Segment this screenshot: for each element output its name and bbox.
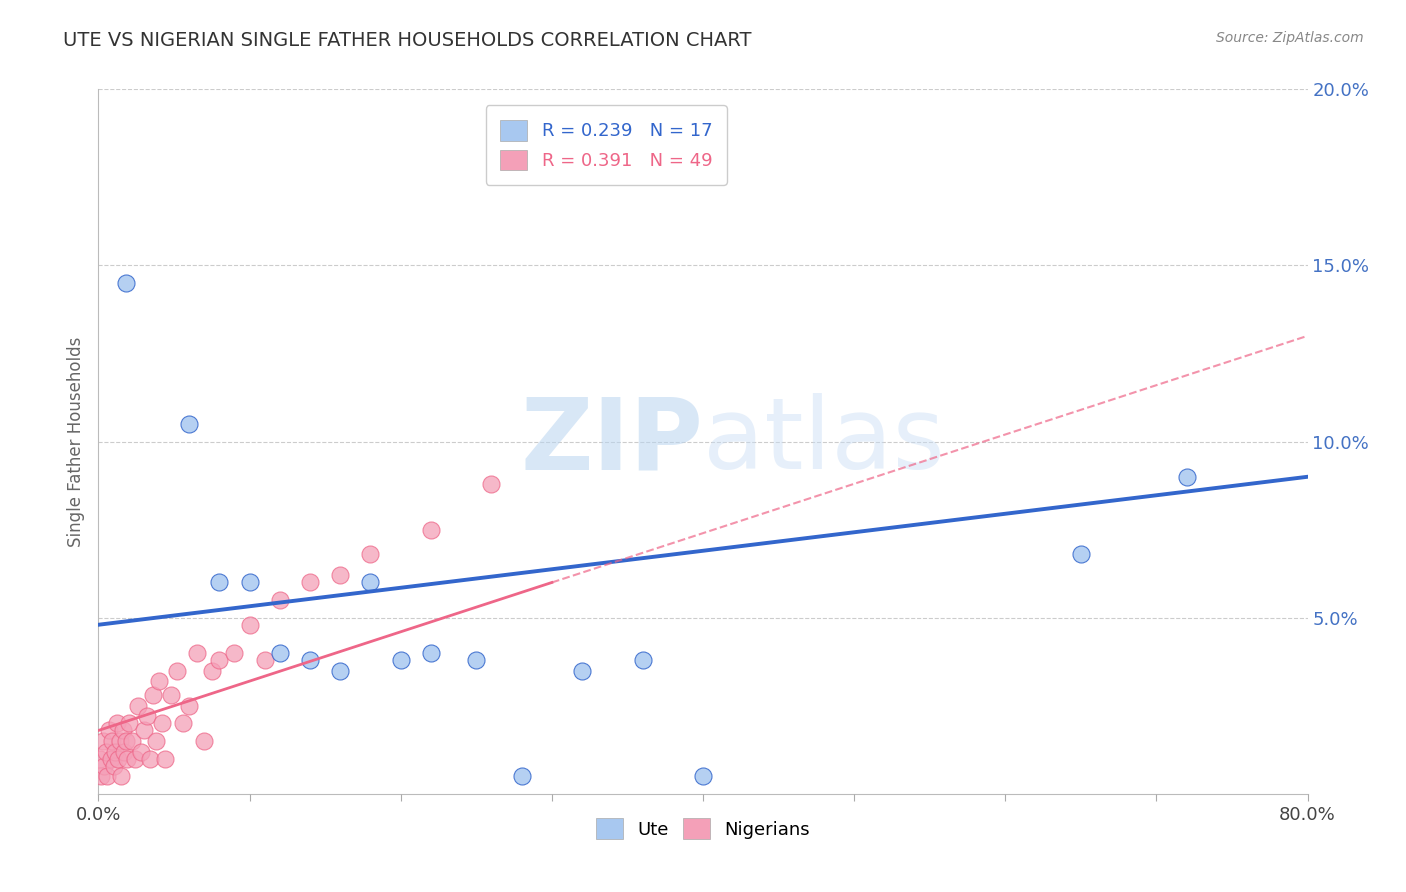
Point: [1175, 469, 1198, 483]
Point: [360, 547, 382, 561]
Point: [98, 723, 121, 738]
Point: [89, 751, 111, 765]
Point: [1070, 547, 1092, 561]
Point: [148, 674, 170, 689]
Point: [124, 751, 146, 765]
Point: [420, 523, 443, 537]
Point: [201, 664, 224, 678]
Point: [112, 745, 135, 759]
Point: [107, 751, 129, 765]
Point: [90, 769, 112, 783]
Point: [127, 698, 149, 713]
Point: [105, 716, 128, 731]
Point: [179, 417, 201, 431]
Point: [193, 734, 215, 748]
Point: [692, 769, 714, 783]
Point: [111, 723, 134, 738]
Point: [269, 646, 291, 660]
Point: [121, 734, 143, 748]
Point: [465, 653, 488, 667]
Point: [329, 664, 352, 678]
Point: [150, 716, 173, 731]
Point: [420, 646, 443, 660]
Point: [186, 646, 208, 660]
Point: [329, 568, 352, 582]
Y-axis label: Single Father Households: Single Father Households: [66, 336, 84, 547]
Point: [91, 734, 114, 748]
Point: [93, 758, 115, 772]
Point: [360, 575, 382, 590]
Point: [631, 653, 654, 667]
Legend: Ute, Nigerians: Ute, Nigerians: [586, 809, 820, 848]
Point: [142, 688, 165, 702]
Point: [115, 751, 138, 765]
Text: atlas: atlas: [703, 393, 945, 490]
Point: [389, 653, 412, 667]
Point: [208, 575, 231, 590]
Point: [139, 751, 162, 765]
Point: [96, 769, 118, 783]
Point: [571, 664, 593, 678]
Point: [94, 745, 117, 759]
Text: UTE VS NIGERIAN SINGLE FATHER HOUSEHOLDS CORRELATION CHART: UTE VS NIGERIAN SINGLE FATHER HOUSEHOLDS…: [63, 31, 752, 50]
Point: [118, 716, 141, 731]
Point: [239, 575, 262, 590]
Point: [145, 734, 167, 748]
Point: [114, 734, 136, 748]
Point: [179, 698, 201, 713]
Point: [299, 575, 322, 590]
Point: [224, 646, 246, 660]
Point: [114, 276, 136, 290]
Point: [129, 745, 152, 759]
Point: [269, 593, 291, 607]
Text: ZIP: ZIP: [520, 393, 703, 490]
Point: [132, 723, 155, 738]
Point: [110, 769, 132, 783]
Point: [135, 709, 157, 723]
Point: [101, 734, 124, 748]
Point: [510, 769, 533, 783]
Text: Source: ZipAtlas.com: Source: ZipAtlas.com: [1216, 31, 1364, 45]
Point: [108, 734, 131, 748]
Point: [166, 664, 188, 678]
Point: [160, 688, 183, 702]
Point: [208, 653, 231, 667]
Point: [239, 617, 262, 632]
Point: [299, 653, 322, 667]
Point: [253, 653, 276, 667]
Point: [100, 751, 122, 765]
Point: [153, 751, 176, 765]
Point: [172, 716, 194, 731]
Point: [103, 758, 125, 772]
Point: [104, 745, 127, 759]
Point: [481, 476, 503, 491]
